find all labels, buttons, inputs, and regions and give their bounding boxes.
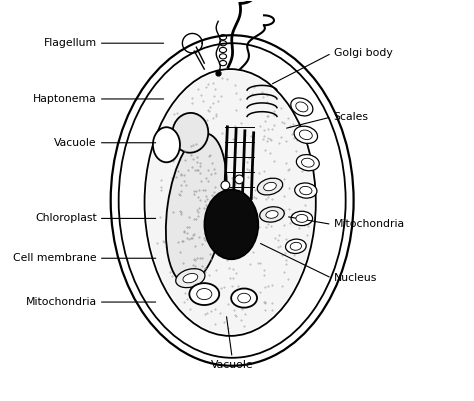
Ellipse shape bbox=[296, 215, 308, 223]
Ellipse shape bbox=[290, 242, 301, 250]
Ellipse shape bbox=[231, 288, 257, 308]
Text: Chloroplast: Chloroplast bbox=[35, 213, 97, 223]
Text: Golgi body: Golgi body bbox=[334, 48, 392, 58]
Ellipse shape bbox=[294, 126, 318, 144]
Text: Mitochondria: Mitochondria bbox=[334, 219, 405, 229]
Ellipse shape bbox=[266, 211, 278, 218]
Text: Flagellum: Flagellum bbox=[44, 38, 97, 48]
Ellipse shape bbox=[235, 175, 244, 184]
Text: Cell membrane: Cell membrane bbox=[13, 253, 97, 263]
Ellipse shape bbox=[291, 98, 313, 116]
Ellipse shape bbox=[285, 239, 306, 253]
Ellipse shape bbox=[291, 211, 312, 226]
Text: Vacuole: Vacuole bbox=[54, 138, 97, 148]
Ellipse shape bbox=[264, 182, 276, 191]
Ellipse shape bbox=[300, 130, 312, 140]
Ellipse shape bbox=[257, 178, 283, 195]
Ellipse shape bbox=[197, 288, 212, 300]
Text: Vacuole: Vacuole bbox=[211, 360, 254, 370]
Ellipse shape bbox=[296, 154, 319, 171]
Ellipse shape bbox=[153, 127, 180, 162]
Ellipse shape bbox=[166, 134, 227, 284]
Ellipse shape bbox=[221, 181, 230, 190]
Ellipse shape bbox=[173, 113, 208, 153]
Ellipse shape bbox=[204, 190, 258, 259]
Ellipse shape bbox=[189, 283, 219, 305]
Text: Scales: Scales bbox=[334, 112, 369, 122]
Ellipse shape bbox=[176, 269, 205, 288]
Text: Mitochondria: Mitochondria bbox=[26, 297, 97, 307]
Ellipse shape bbox=[183, 273, 198, 283]
Ellipse shape bbox=[300, 186, 312, 195]
Ellipse shape bbox=[296, 102, 308, 112]
Ellipse shape bbox=[146, 71, 314, 334]
Text: Nucleus: Nucleus bbox=[334, 273, 377, 283]
Ellipse shape bbox=[295, 183, 317, 198]
Ellipse shape bbox=[238, 293, 250, 303]
Ellipse shape bbox=[301, 158, 314, 167]
Text: Haptonema: Haptonema bbox=[33, 94, 97, 104]
Ellipse shape bbox=[260, 207, 284, 222]
